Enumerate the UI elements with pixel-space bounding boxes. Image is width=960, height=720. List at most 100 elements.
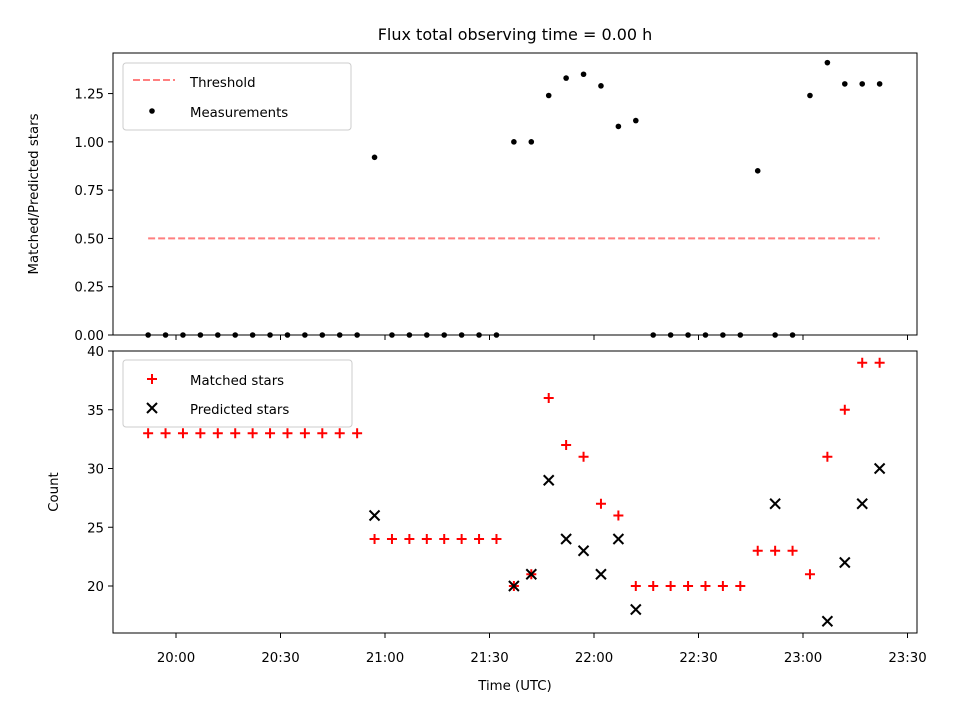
legend-measurement-label: Measurements	[190, 106, 288, 121]
matched-star-marker	[874, 357, 885, 368]
top-y-tick-label: 0.00	[74, 329, 104, 344]
matched-star-marker	[752, 545, 763, 556]
bottom-x-ticks: 20:00 20:30 21:00 21:30 22:00 22:30 23:00 23:30	[157, 633, 927, 666]
measurement-point	[545, 92, 552, 99]
matched-star-marker	[282, 428, 293, 439]
matched-star-marker	[334, 428, 345, 439]
matched-star-marker	[160, 428, 171, 439]
predicted-star-marker	[873, 462, 886, 475]
matched-star-marker	[804, 569, 815, 580]
top-y-axis-label: Matched/Predicted stars	[27, 113, 42, 274]
x-axis-label: Time (UTC)	[477, 679, 552, 694]
legend-predicted-swatch	[146, 402, 158, 414]
x-tick-label: 21:30	[470, 651, 508, 666]
top-x-ticks	[175, 335, 908, 340]
bottom-y-tick-label: 25	[87, 521, 104, 536]
matched-star-marker	[404, 534, 415, 544]
matched-star-marker	[195, 428, 206, 439]
predicted-star-marker	[525, 568, 538, 580]
legend-matched-label: Matched stars	[190, 374, 284, 389]
top-y-tick-label: 0.25	[74, 281, 104, 296]
measurement-point	[371, 154, 378, 161]
x-tick-label: 22:00	[575, 651, 613, 666]
matched-star-marker	[561, 440, 572, 450]
measurement-point	[754, 168, 761, 174]
legend-frame	[122, 359, 353, 428]
legend-measurement-swatch	[149, 108, 155, 114]
matched-star-marker	[474, 534, 485, 544]
top-y-tick-label: 1.25	[74, 88, 104, 103]
matched-star-marker	[822, 451, 833, 462]
matched-star-marker	[630, 581, 641, 591]
measurement-point	[824, 59, 831, 66]
x-tick-label: 23:00	[784, 651, 822, 666]
bottom-legend: Matched stars Predicted stars	[122, 359, 353, 428]
top-y-tick-label: 0.50	[74, 232, 104, 247]
measurement-point	[633, 117, 639, 124]
top-legend: Threshold Measurements	[122, 62, 352, 131]
matched-star-marker	[177, 428, 188, 439]
predicted-star-marker	[839, 556, 851, 569]
top-y-ticks: 0.00 0.25 0.50 0.75 1.00 1.25	[74, 88, 113, 344]
matched-star-marker	[683, 581, 694, 591]
top-y-tick-label: 0.75	[74, 184, 104, 199]
measurement-point	[615, 123, 622, 130]
measurement-point	[807, 92, 813, 99]
bottom-data-layer	[143, 357, 886, 627]
chart-title: Flux total observing time = 0.00 h	[378, 25, 653, 44]
bottom-y-tick-label: 40	[87, 345, 104, 360]
matched-star-marker	[386, 534, 397, 544]
predicted-star-marker	[821, 615, 834, 627]
matched-star-marker	[665, 581, 676, 591]
top-panel: 0.00 0.25 0.50 0.75 1.00 1.25 Matched/Predict…	[27, 52, 918, 344]
measurement-point	[842, 81, 848, 87]
legend-threshold-label: Threshold	[189, 76, 256, 91]
measurement-point	[528, 139, 535, 145]
matched-star-marker	[543, 393, 554, 403]
measurement-point	[511, 139, 517, 145]
top-data-layer	[145, 59, 883, 338]
predicted-star-marker	[856, 498, 868, 510]
matched-star-marker	[299, 428, 310, 439]
legend-matched-swatch	[147, 374, 157, 384]
matched-star-marker	[839, 404, 850, 415]
predicted-star-marker	[368, 509, 381, 522]
matched-star-marker	[143, 428, 154, 439]
matched-star-marker	[717, 581, 728, 591]
matched-star-marker	[230, 428, 241, 439]
matched-star-marker	[265, 428, 276, 439]
bottom-y-tick-label: 30	[87, 463, 104, 478]
matched-star-marker	[439, 534, 450, 544]
predicted-star-marker	[595, 568, 607, 580]
matched-star-marker	[247, 428, 258, 439]
bottom-y-tick-label: 20	[87, 580, 104, 595]
measurement-point	[859, 81, 866, 87]
predicted-star-marker	[630, 603, 642, 616]
bottom-y-axis-label: Count	[47, 472, 62, 512]
matched-star-marker	[595, 498, 606, 509]
matched-star-marker	[491, 534, 502, 544]
matched-star-marker	[787, 545, 798, 556]
measurement-point	[563, 75, 569, 81]
predicted-star-marker	[543, 474, 555, 486]
predicted-star-marker	[612, 533, 625, 545]
x-tick-label: 20:30	[261, 651, 299, 666]
matched-star-marker	[648, 581, 659, 591]
matched-star-marker	[369, 534, 380, 544]
measurement-point	[876, 81, 883, 87]
matched-star-marker	[421, 534, 432, 544]
top-plot-frame	[112, 52, 918, 336]
predicted-star-marker	[577, 545, 590, 557]
bottom-y-tick-label: 35	[87, 404, 104, 419]
bottom-y-ticks: 20 25 30 35 40	[87, 345, 113, 595]
legend-frame	[122, 62, 352, 131]
matched-star-marker	[456, 534, 467, 544]
measurement-point	[580, 71, 587, 78]
predicted-star-marker	[508, 580, 520, 592]
matched-star-marker	[700, 581, 711, 591]
matched-star-marker	[735, 581, 746, 591]
matched-star-marker	[352, 428, 363, 439]
x-tick-label: 22:30	[679, 651, 717, 666]
matched-star-marker	[857, 357, 868, 368]
